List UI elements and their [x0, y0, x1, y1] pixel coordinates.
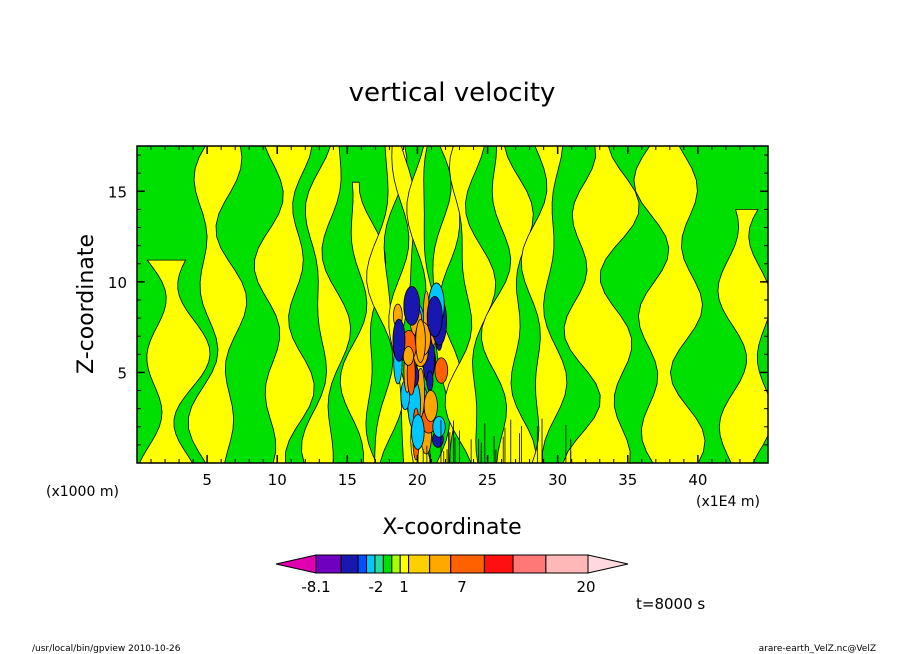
x-axis-label: X-coordinate: [382, 515, 521, 540]
x-tick-label: 20: [408, 471, 427, 489]
colorbar-segment: [450, 554, 485, 574]
x-tick-label: 5: [202, 471, 212, 489]
colorbar-segment: [391, 554, 401, 574]
core-cell: [403, 286, 421, 326]
updraft-band: [717, 208, 768, 463]
convective-core: [392, 282, 572, 463]
plot-area: [137, 146, 768, 463]
colorbar: [275, 554, 629, 574]
y-axis-label: Z-coordinate: [74, 234, 99, 374]
colorbar-segment: [429, 554, 452, 574]
updraft-band: [633, 146, 706, 463]
core-cell: [426, 370, 434, 392]
core-cell: [432, 416, 446, 438]
x-unit-label-right: (x1E4 m): [696, 494, 760, 510]
footer-right: arare-earth_VelZ.nc@VelZ: [759, 644, 876, 654]
plot-frame: [136, 145, 769, 464]
x-tick-label: 15: [338, 471, 357, 489]
colorbar-labels: -8.1 -2 1 7 20: [301, 578, 595, 596]
y-tick-label: 5: [117, 364, 127, 382]
x-tick-label: 35: [618, 471, 637, 489]
colorbar-segment: [512, 554, 547, 574]
core-cell: [426, 295, 443, 338]
core-cell: [402, 346, 414, 366]
core-cell: [434, 357, 449, 384]
colorbar-segment: [357, 554, 368, 574]
colorbar-label: 20: [576, 578, 595, 596]
colorbar-label: 7: [457, 578, 467, 596]
core-cell: [415, 319, 426, 363]
core-cell: [423, 389, 438, 422]
colorbar-segment: [408, 554, 431, 574]
footer-left: /usr/local/bin/gpview 2010-10-26: [32, 644, 181, 654]
colorbar-segment: [382, 554, 393, 574]
colorbar-segment: [483, 554, 514, 574]
updraft-band: [254, 146, 315, 463]
updraft-band: [562, 146, 640, 463]
x-tick-label: 25: [478, 471, 497, 489]
y-tick-label: 15: [108, 183, 127, 201]
y-tick-label: 10: [108, 274, 127, 292]
core-cell: [392, 318, 406, 362]
colorbar-label: -2: [369, 578, 384, 596]
core-cell: [411, 414, 425, 450]
colorbar-segment: [545, 554, 589, 574]
updraft-band: [139, 259, 211, 463]
x-tick-label: 10: [268, 471, 287, 489]
x-tick-label: 40: [688, 471, 707, 489]
updraft-band: [444, 146, 497, 463]
time-label: t=8000 s: [636, 595, 705, 613]
updraft-band: [187, 146, 248, 463]
colorbar-segment: [366, 554, 376, 574]
updraft-band: [301, 146, 352, 463]
colorbar-segment: [587, 554, 629, 574]
colorbar-segment: [340, 554, 359, 574]
updraft-band: [480, 146, 537, 463]
colorbar-label: -8.1: [301, 578, 330, 596]
colorbar-segment: [399, 554, 410, 574]
x-tick-label: 30: [548, 471, 567, 489]
x-unit-label: (x1000 m): [46, 484, 119, 500]
colorbar-segment: [374, 554, 384, 574]
colorbar-label: 1: [399, 578, 409, 596]
colorbar-segment: [275, 554, 317, 574]
updraft-band: [520, 146, 568, 463]
axes: 5 10 15 20 25 30 35 40 5 10 15: [108, 146, 768, 489]
chart-title: vertical velocity: [349, 78, 556, 108]
colorbar-segment: [315, 554, 342, 574]
